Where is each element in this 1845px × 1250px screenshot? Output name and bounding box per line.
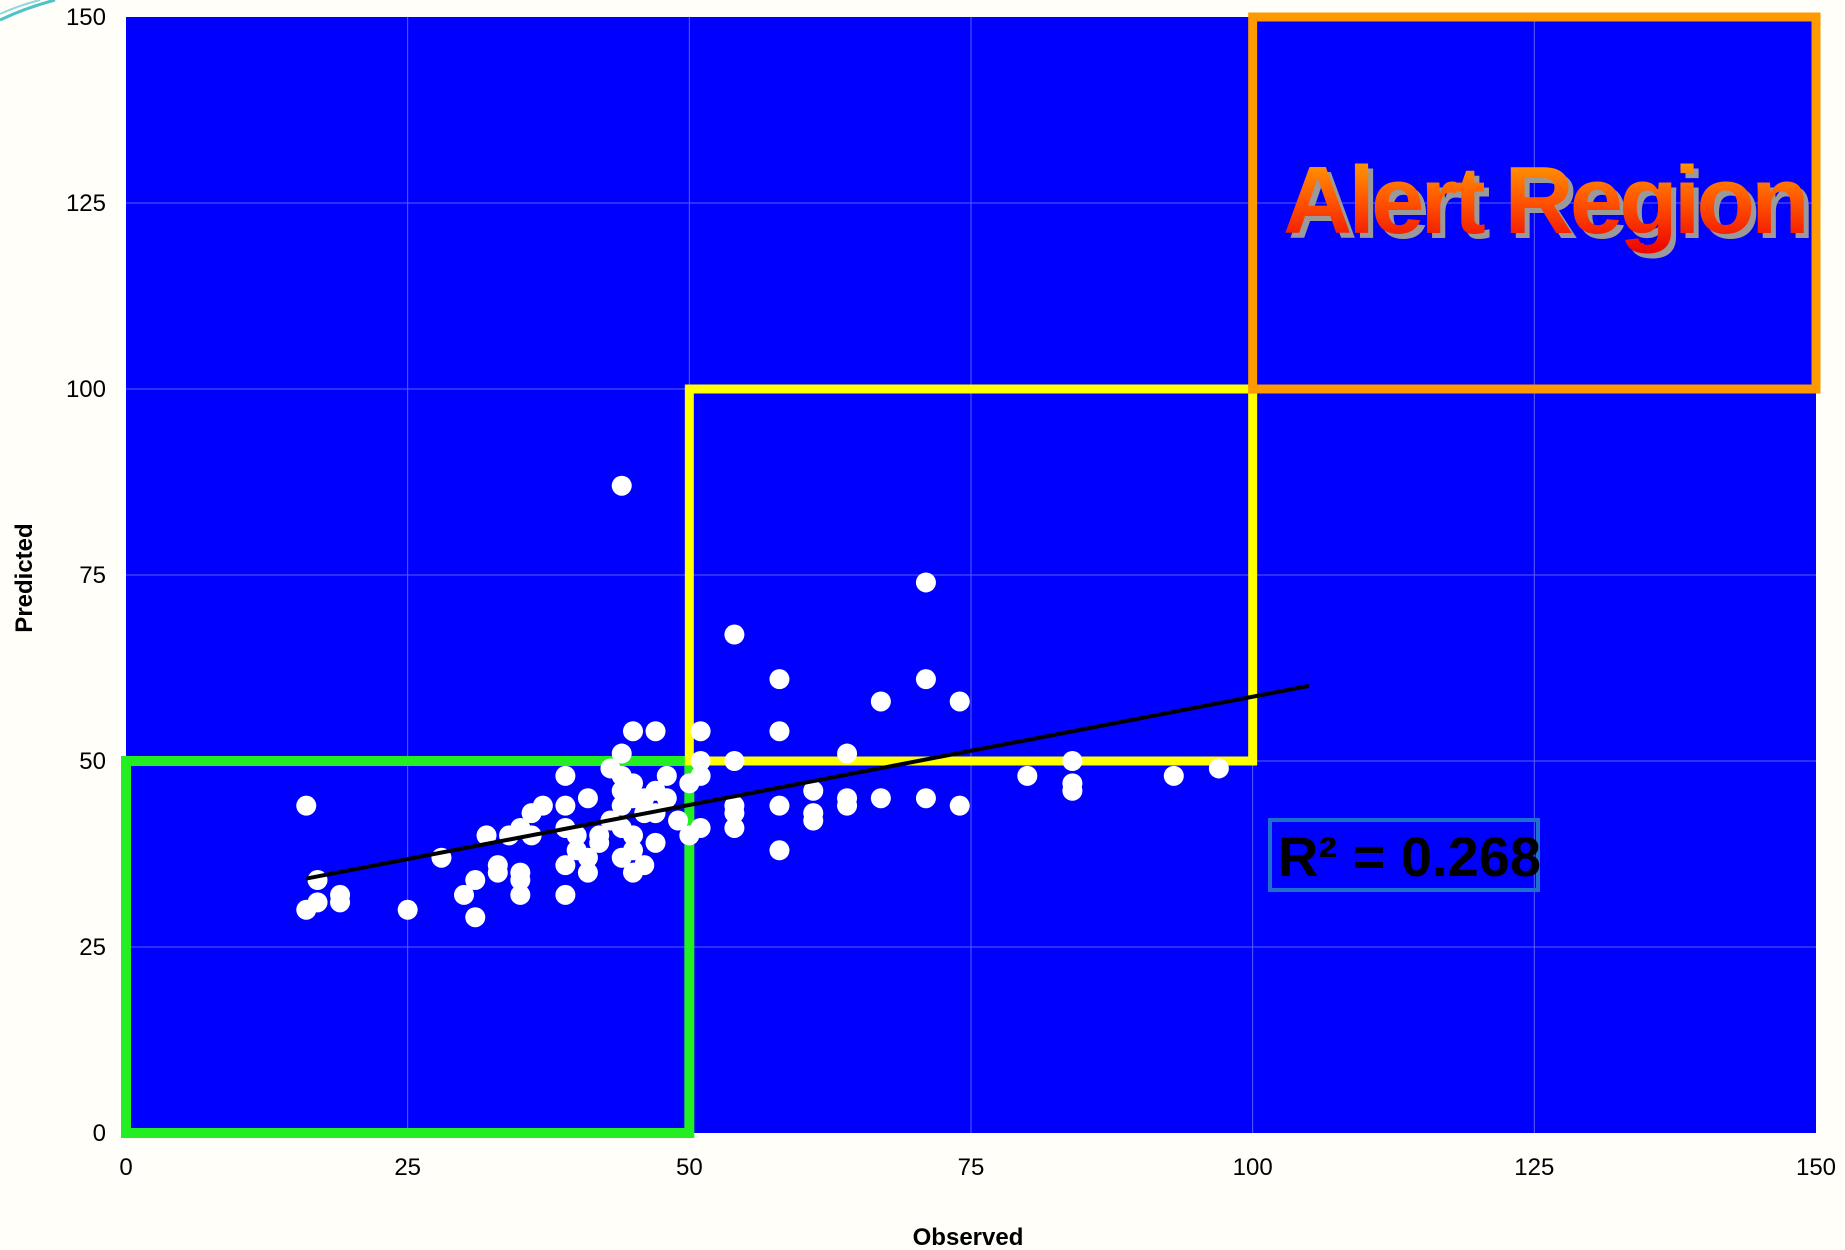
- data-point: [645, 832, 666, 853]
- data-point: [623, 840, 643, 861]
- region-box-alert: [1248, 12, 1821, 394]
- data-point: [296, 795, 317, 816]
- data-point: [769, 795, 790, 816]
- data-point: [555, 795, 576, 816]
- data-point: [510, 862, 531, 883]
- data-point: [611, 743, 632, 764]
- data-point: [769, 840, 790, 861]
- x-tick-label: 50: [676, 1154, 703, 1181]
- region-box-low: [121, 756, 695, 1138]
- data-point: [837, 743, 858, 764]
- r-squared-label: R² = 0.268: [1278, 825, 1541, 888]
- data-point: [915, 669, 936, 690]
- y-tick-label: 150: [66, 4, 106, 31]
- data-point: [724, 803, 745, 824]
- data-point: [634, 855, 655, 876]
- data-point: [566, 825, 587, 846]
- data-point: [690, 721, 711, 742]
- x-tick-label: 150: [1796, 1154, 1836, 1181]
- data-point: [589, 825, 610, 846]
- data-point: [611, 475, 632, 496]
- y-tick-label: 0: [93, 1120, 106, 1147]
- data-point: [465, 870, 486, 891]
- data-point: [724, 817, 745, 838]
- data-point: [307, 892, 328, 913]
- r-squared-box: [1268, 818, 1540, 892]
- data-point: [623, 825, 643, 846]
- r-squared-annotation: R² = 0.268: [1268, 818, 1541, 892]
- corner-swoosh-decoration: [0, 0, 56, 22]
- data-point: [1017, 765, 1038, 786]
- data-point: [837, 795, 858, 816]
- data-point: [1062, 780, 1083, 801]
- data-point: [870, 788, 891, 809]
- x-axis-ticks: 0 25 50 75 100 125 150: [119, 1154, 1836, 1181]
- data-point: [690, 817, 711, 838]
- y-tick-label: 25: [79, 934, 106, 961]
- trendline-group: [305, 683, 1310, 881]
- data-point: [623, 721, 643, 742]
- data-point: [476, 825, 497, 846]
- data-point: [915, 572, 936, 593]
- data-point: [803, 810, 824, 831]
- x-tick-label: 0: [119, 1154, 132, 1181]
- data-point: [577, 847, 598, 868]
- data-point: [555, 855, 576, 876]
- trendline: [305, 683, 1310, 881]
- y-tick-label: 75: [79, 562, 106, 589]
- data-point: [555, 765, 576, 786]
- corner-swoosh-decoration-2: [0, 0, 41, 15]
- data-point: [803, 780, 824, 801]
- y-tick-label: 50: [79, 748, 106, 775]
- x-tick-label: 125: [1514, 1154, 1554, 1181]
- alert-region-label-text: Alert Region: [1283, 147, 1806, 254]
- data-point: [656, 765, 677, 786]
- data-point: [724, 751, 745, 771]
- data-point: [1163, 765, 1184, 786]
- data-point: [690, 765, 711, 786]
- alert-region-label: Alert Region Alert Region: [1283, 147, 1815, 259]
- data-point: [724, 624, 745, 645]
- data-point: [465, 907, 486, 928]
- data-point: [577, 788, 598, 809]
- data-point: [690, 751, 711, 771]
- data-point: [949, 691, 970, 712]
- x-tick-label: 75: [958, 1154, 985, 1181]
- data-point: [1062, 751, 1083, 771]
- data-point: [668, 810, 689, 831]
- data-point: [949, 795, 970, 816]
- data-point: [769, 721, 790, 742]
- x-tick-label: 25: [394, 1154, 421, 1181]
- data-point: [769, 669, 790, 690]
- x-axis-title: Observed: [913, 1224, 1024, 1250]
- y-tick-label: 100: [66, 376, 106, 403]
- data-point: [330, 884, 351, 905]
- region-box-mid: [684, 384, 1258, 766]
- data-point: [555, 884, 576, 905]
- y-tick-label: 125: [66, 190, 106, 217]
- data-points: [296, 475, 1229, 928]
- data-point: [487, 855, 508, 876]
- x-tick-label: 100: [1233, 1154, 1273, 1181]
- data-point: [870, 691, 891, 712]
- data-point: [656, 788, 677, 809]
- data-point: [623, 773, 643, 794]
- data-point: [454, 884, 474, 905]
- data-point: [532, 795, 553, 816]
- data-point: [1208, 758, 1229, 779]
- data-point: [510, 884, 531, 905]
- region-boxes: [121, 12, 1821, 1138]
- data-point: [397, 899, 418, 920]
- y-axis-title: Predicted: [11, 523, 38, 632]
- data-point: [645, 721, 666, 742]
- data-point: [577, 862, 598, 883]
- y-axis-ticks: 0 25 50 75 100 125 150: [66, 4, 106, 1147]
- alert-region-label-shadow: Alert Region: [1288, 152, 1811, 259]
- data-point: [915, 788, 936, 809]
